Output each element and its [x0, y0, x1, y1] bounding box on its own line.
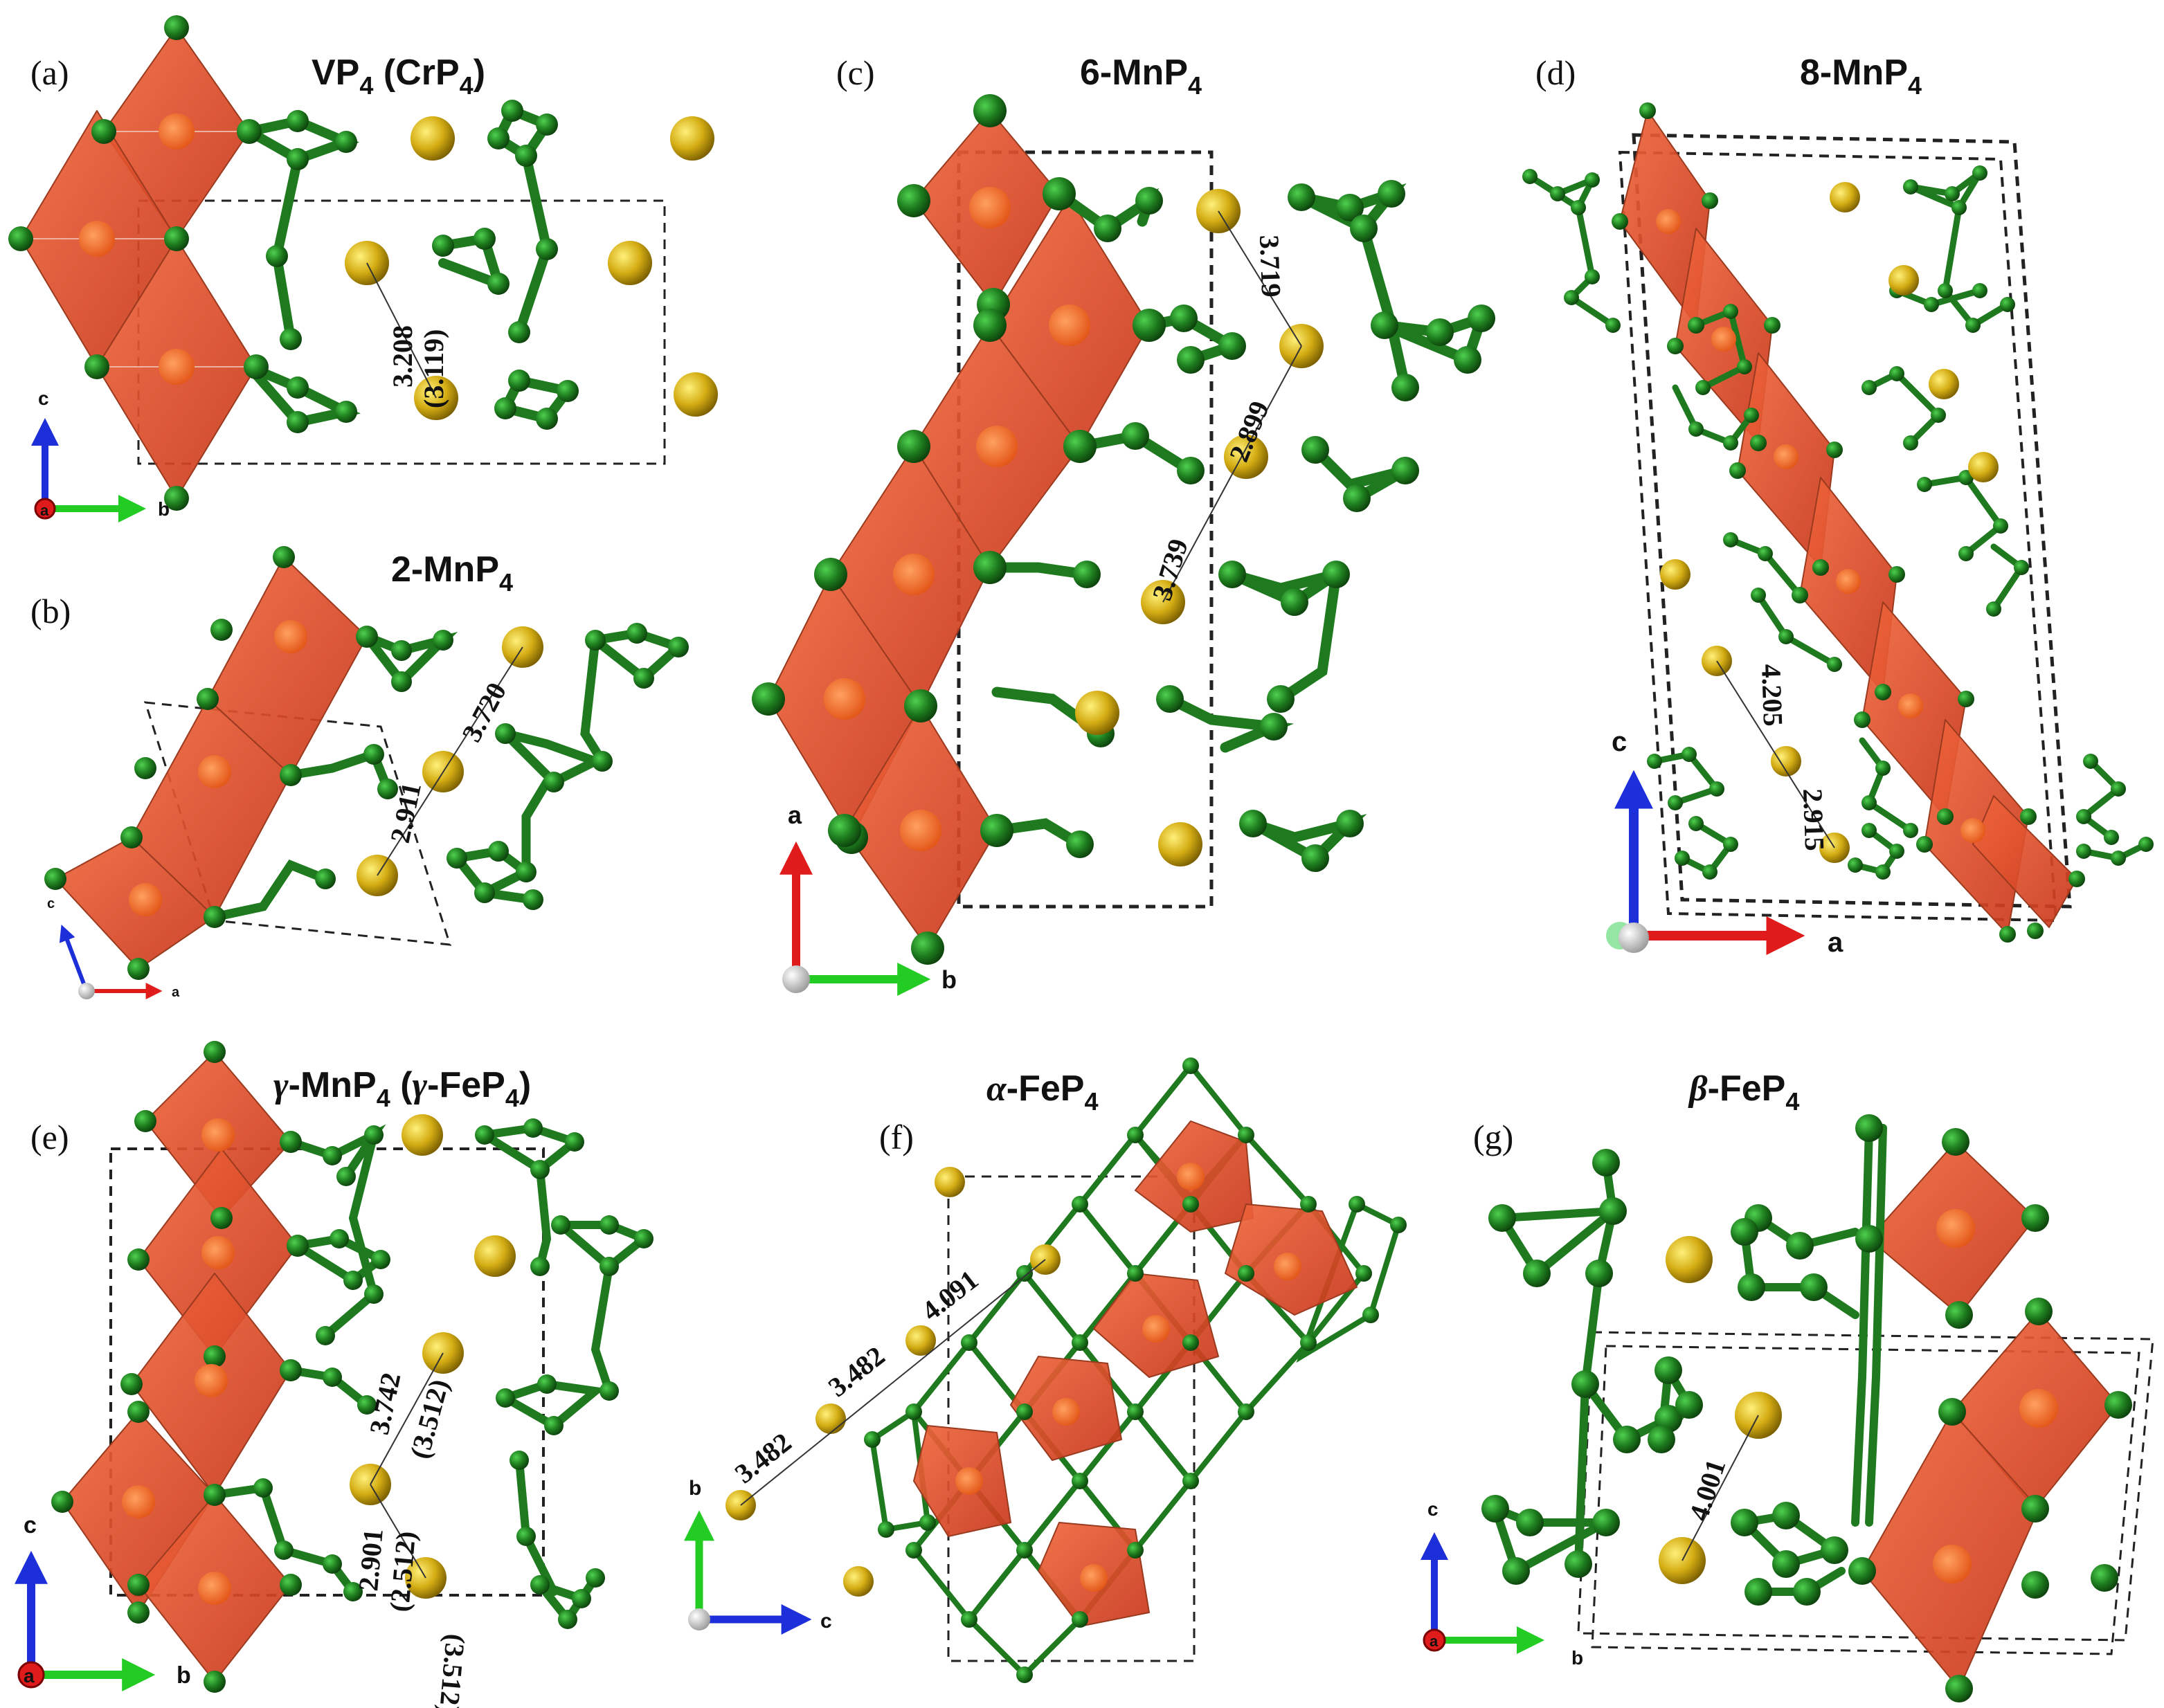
axis-c-label: c — [38, 388, 49, 409]
metal-atoms — [122, 1118, 235, 1605]
axis-b-label: b — [689, 1477, 701, 1500]
panel-f-label: (f) — [879, 1118, 914, 1156]
distance-line — [370, 1352, 444, 1485]
panel-c: (c) 6-MnP4 — [752, 53, 1495, 996]
panel-e-label: (e) — [30, 1118, 69, 1156]
axis-triad: c a — [1606, 727, 1843, 958]
axis-a-label: a — [40, 502, 49, 519]
distance-line — [1716, 660, 1835, 848]
distance-label-alt: (2.512) — [384, 1530, 422, 1613]
p-atoms — [51, 1041, 653, 1693]
unit-cell-outline — [1618, 150, 2058, 923]
panel-g-title: β-FeP4 — [1688, 1069, 1799, 1116]
axis-c-label: c — [820, 1610, 832, 1633]
metal-atoms — [955, 1163, 1301, 1592]
distance-line — [370, 1484, 426, 1579]
p-atoms — [752, 94, 1495, 965]
unit-cell-outline — [1632, 133, 2072, 909]
panel-a-label: (a) — [30, 53, 69, 92]
panel-d-title: 8-MnP4 — [1800, 53, 1922, 100]
panel-f: (f) α-FeP4 — [684, 1057, 1407, 1683]
panel-f-title: α-FeP4 — [986, 1069, 1099, 1116]
panel-b-label: (b) — [30, 592, 71, 630]
p-atoms — [1522, 102, 2154, 943]
distance-line — [740, 1259, 1046, 1506]
panel-c-label: (c) — [836, 53, 875, 92]
panel-e: (e) γ-MnP4 (γ-FeP4) — [15, 1041, 653, 1708]
cation-atoms — [1660, 182, 1999, 863]
mp6-octahedra-chain — [1861, 1141, 2119, 1689]
axis-triad: c a b — [1421, 1498, 1583, 1669]
axis-triad: b c — [684, 1477, 832, 1635]
panel-e-title: γ-MnP4 (γ-FeP4) — [273, 1065, 531, 1112]
distance-label: 3.742 — [363, 1370, 407, 1437]
distance-label: 2.901 — [352, 1527, 389, 1592]
p-atoms — [1481, 1114, 2132, 1702]
distance-label: 4.205 — [1756, 664, 1789, 727]
axis-a-label: a — [172, 985, 180, 1000]
distance-label: 2.915 — [1797, 788, 1830, 852]
axis-c-label: c — [47, 896, 55, 911]
p-bond-network — [1491, 1124, 1887, 1596]
axis-b-label: b — [941, 965, 957, 994]
distance-label-alt: (3.119) — [418, 329, 449, 408]
distance-label-alt: (3.512) — [433, 1633, 471, 1708]
unit-cell-outline — [1591, 1345, 2140, 1655]
cation-atoms — [350, 1114, 516, 1599]
axis-c-label: c — [1427, 1498, 1439, 1520]
axis-triad: c a — [47, 896, 180, 1000]
distance-label: 3.739 — [1146, 535, 1194, 603]
distance-label: 4.001 — [1683, 1455, 1732, 1525]
mp6-octahedra-chain — [768, 110, 1150, 949]
metal-atoms — [79, 113, 195, 385]
panel-d: (d) 8-MnP4 — [1522, 53, 2154, 958]
metal-atoms — [1933, 1209, 2058, 1583]
axis-a-label: a — [1828, 927, 1843, 958]
unit-cell-outline — [1577, 1331, 2154, 1642]
mp6-octahedra-chain — [20, 27, 257, 499]
metal-atoms — [824, 187, 1090, 851]
distance-label-alt: (3.512) — [404, 1376, 455, 1462]
axis-b-label: b — [158, 498, 170, 520]
axis-triad: a b — [779, 801, 957, 996]
p-atoms — [44, 546, 689, 980]
axis-a-label: a — [24, 1665, 35, 1687]
distance-label: 3.208 — [387, 325, 418, 388]
axis-b-label: b — [177, 1662, 191, 1689]
mp6-octahedra-chain — [1619, 110, 2077, 935]
unit-cell-outline — [947, 1175, 1196, 1662]
panel-b-title: 2-MnP4 — [391, 549, 513, 597]
mp6-octahedra-chain — [62, 1051, 298, 1682]
distance-label: 3.482 — [729, 1426, 797, 1489]
axis-triad: c a b — [31, 388, 170, 523]
metal-atoms — [1656, 209, 1985, 843]
panel-c-title: 6-MnP4 — [1080, 53, 1202, 100]
panel-a: (a) VP4 (CrP4) — [8, 15, 718, 523]
panel-g-label: (g) — [1473, 1118, 1513, 1156]
distance-line — [1681, 1415, 1759, 1561]
distance-line — [366, 262, 437, 399]
panel-a-title: VP4 (CrP4) — [312, 53, 485, 100]
metal-atoms — [129, 620, 307, 916]
axis-a-label: a — [1430, 1633, 1439, 1650]
distance-line — [1162, 345, 1302, 603]
axis-triad: c a b — [15, 1512, 191, 1691]
distance-line — [377, 646, 523, 876]
panel-g: (g) β-FeP4 — [1421, 1069, 2154, 1702]
panel-d-label: (d) — [1535, 53, 1576, 92]
axis-c-label: c — [1612, 727, 1627, 757]
distance-line — [1218, 210, 1302, 347]
axis-c-label: c — [24, 1512, 37, 1538]
axis-a-label: a — [788, 801, 802, 829]
p-atoms — [8, 15, 579, 511]
panel-b: (b) 2-MnP4 — [30, 546, 689, 1000]
distance-label: 3.719 — [1254, 235, 1287, 298]
axis-b-label: b — [1571, 1647, 1583, 1669]
